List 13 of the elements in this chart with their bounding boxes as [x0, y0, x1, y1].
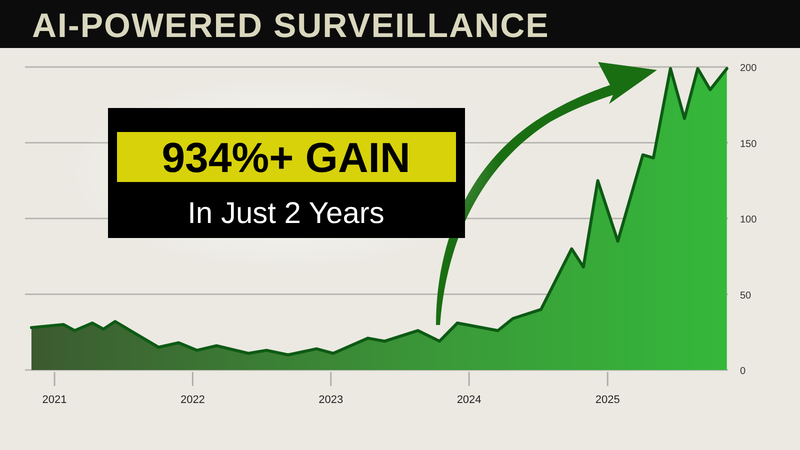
- y-tick-label: 50: [740, 290, 752, 302]
- x-tick-label: 2021: [42, 394, 67, 406]
- annotation: In Just 2 Years: [188, 197, 384, 230]
- chart-title: AI-POWERED SURVEILLANCE: [32, 7, 550, 45]
- y-tick-label: 200: [740, 63, 758, 74]
- x-tick-label: 2023: [318, 394, 344, 406]
- x-tick-label: 2025: [595, 394, 620, 406]
- y-tick-label: 100: [740, 214, 758, 226]
- x-tick-label: 2022: [180, 394, 205, 406]
- annotation: 934%+ GAIN: [162, 134, 410, 181]
- y-tick-label: 150: [740, 138, 758, 150]
- y-tick-label: 0: [740, 366, 746, 377]
- x-tick-label: 2024: [456, 394, 482, 406]
